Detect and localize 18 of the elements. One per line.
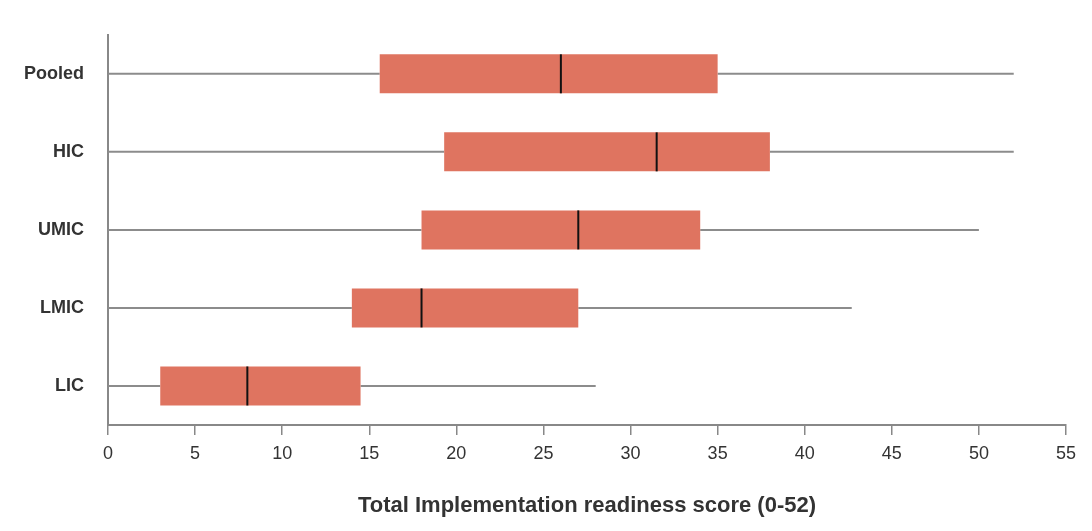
x-tick-label: 35	[707, 442, 728, 463]
y-tick-label: UMIC	[38, 218, 84, 239]
x-tick-label: 55	[1055, 442, 1076, 463]
x-tick-label: 10	[272, 442, 293, 463]
y-tick-label: Pooled	[23, 62, 84, 83]
x-tick-label: 40	[794, 442, 815, 463]
y-tick-label: HIC	[53, 140, 84, 161]
y-tick-label: LIC	[55, 374, 84, 395]
x-tick-label: 0	[103, 442, 114, 463]
y-tick-label: LMIC	[40, 296, 84, 317]
x-tick-label: 15	[359, 442, 380, 463]
x-tick-label: 30	[620, 442, 641, 463]
x-tick-label: 50	[968, 442, 989, 463]
x-tick-label: 5	[190, 442, 201, 463]
x-axis-title: Total Implementation readiness score (0-52)	[357, 491, 817, 517]
x-tick-label: 25	[533, 442, 554, 463]
x-tick-label: 20	[446, 442, 467, 463]
x-tick-label: 45	[881, 442, 902, 463]
